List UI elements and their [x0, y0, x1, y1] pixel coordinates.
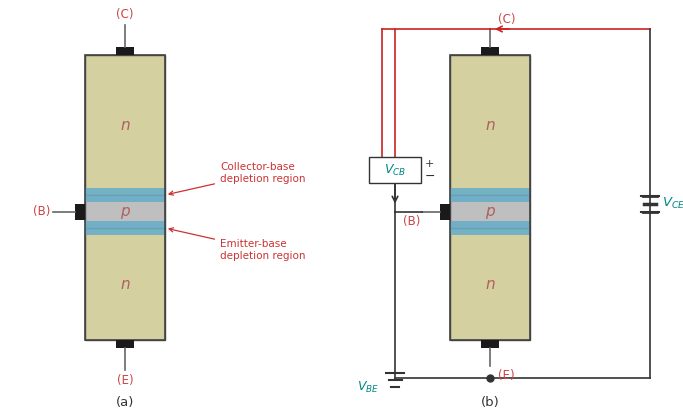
Bar [369, 157, 421, 183]
Bar [450, 195, 530, 228]
Text: (B): (B) [402, 215, 420, 227]
Bar [450, 221, 530, 235]
Bar [85, 195, 165, 228]
Text: +: + [425, 159, 434, 169]
Text: $V_{CB}$: $V_{CB}$ [384, 162, 406, 178]
Text: $V_{CE}$: $V_{CE}$ [662, 196, 683, 211]
Bar [450, 188, 530, 202]
Bar [85, 221, 165, 235]
Text: n: n [120, 276, 130, 291]
Text: (a): (a) [116, 395, 134, 408]
Text: (C): (C) [116, 8, 134, 21]
Text: n: n [120, 117, 130, 132]
Bar [85, 228, 165, 340]
Bar [116, 47, 134, 55]
Text: n: n [485, 117, 494, 132]
Text: p: p [120, 204, 130, 219]
Text: Collector-base
depletion region: Collector-base depletion region [169, 162, 305, 195]
Bar [450, 228, 530, 340]
Text: $V_{BE}$: $V_{BE}$ [357, 379, 379, 395]
Text: n: n [485, 276, 494, 291]
Text: (C): (C) [498, 13, 516, 26]
Text: Emitter-base
depletion region: Emitter-base depletion region [169, 228, 305, 261]
Bar [116, 340, 134, 348]
Bar [450, 55, 530, 340]
Bar [481, 340, 499, 348]
Bar [450, 55, 530, 195]
Text: −: − [425, 169, 436, 183]
Bar [85, 55, 165, 340]
Bar [75, 203, 85, 220]
Text: p: p [485, 204, 494, 219]
Bar [481, 47, 499, 55]
Bar [85, 188, 165, 202]
Bar [85, 55, 165, 195]
Bar [440, 203, 450, 220]
Text: (B): (B) [33, 205, 50, 218]
Text: (E): (E) [498, 369, 514, 382]
Text: (b): (b) [481, 395, 499, 408]
Text: (E): (E) [117, 374, 133, 387]
